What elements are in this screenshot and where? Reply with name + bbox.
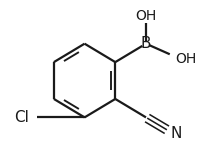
Text: OH: OH	[175, 52, 196, 66]
Text: Cl: Cl	[14, 110, 29, 125]
Text: OH: OH	[135, 9, 157, 23]
Text: B: B	[141, 36, 151, 51]
Text: N: N	[171, 126, 182, 141]
